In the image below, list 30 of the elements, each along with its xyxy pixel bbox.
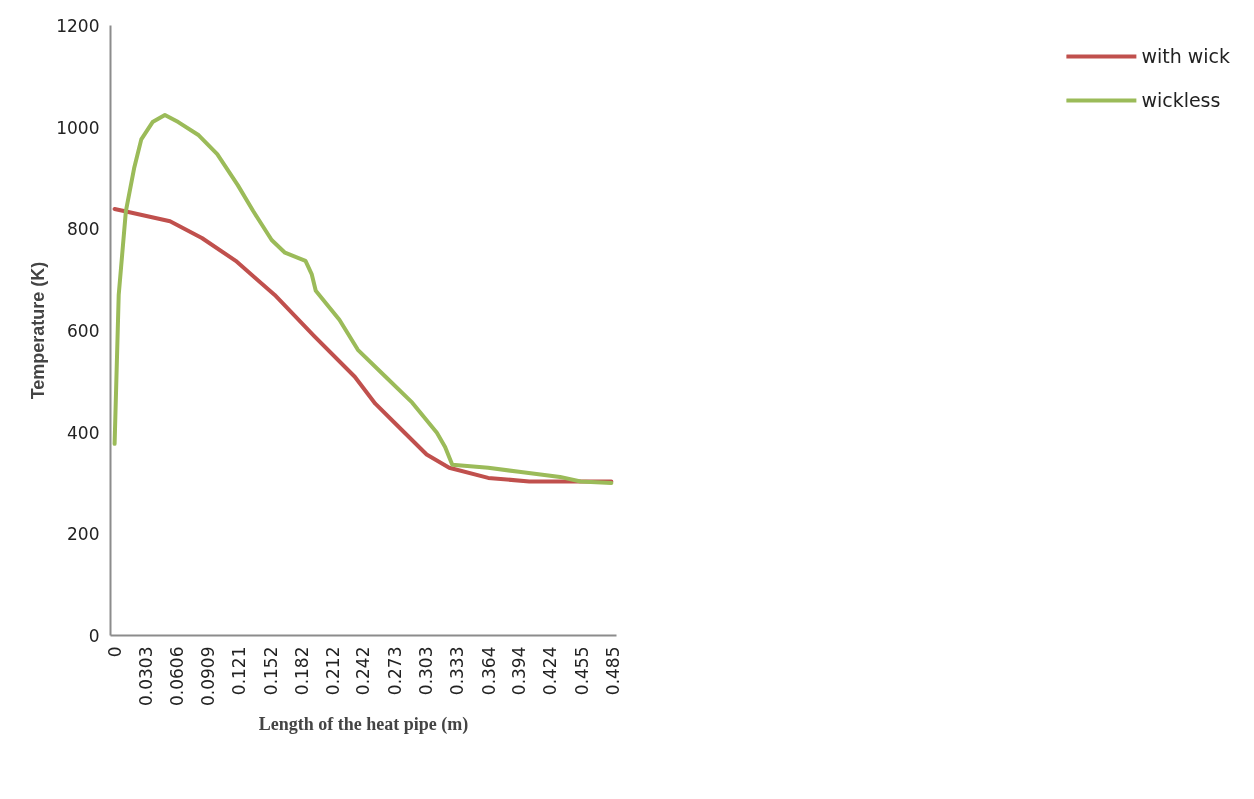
y-tick-label: 400 bbox=[67, 422, 100, 443]
x-tick-label: 0.152 bbox=[261, 646, 282, 696]
x-tick-label: 0.485 bbox=[602, 646, 623, 696]
y-tick-label: 200 bbox=[67, 524, 100, 545]
line-series bbox=[112, 207, 614, 484]
x-tick-label: 0.242 bbox=[353, 646, 374, 696]
x-tick-label: 0.333 bbox=[446, 646, 467, 696]
x-tick-label: 0.121 bbox=[229, 646, 250, 696]
x-tick-label: 0.0303 bbox=[136, 646, 157, 706]
line-series bbox=[112, 112, 614, 485]
x-tick-label: 0 bbox=[105, 646, 126, 658]
y-axis-title: Temperature (K) bbox=[28, 261, 49, 400]
x-tick-label: 0.0909 bbox=[198, 646, 219, 706]
x-tick-label: 0.303 bbox=[416, 646, 437, 696]
y-tick-label: 800 bbox=[67, 219, 100, 240]
x-tick-label: 0.182 bbox=[291, 646, 312, 696]
x-tick-label: 0.424 bbox=[540, 646, 561, 696]
x-tick-label: 0.0606 bbox=[167, 646, 188, 706]
y-tick-label: 600 bbox=[67, 321, 100, 341]
legend-label: with wick bbox=[1141, 45, 1230, 67]
x-tick-label: 0.394 bbox=[509, 646, 530, 696]
x-tick-label: 0.273 bbox=[385, 646, 406, 696]
y-tick-label: 0 bbox=[88, 626, 100, 646]
legend-label: wickless bbox=[1141, 89, 1221, 111]
x-axis-title: Length of the heat pipe (m) bbox=[258, 713, 469, 735]
y-tick-label: 1200 bbox=[56, 16, 100, 36]
x-tick-label: 0.364 bbox=[478, 646, 499, 696]
x-tick-label: 0.212 bbox=[322, 646, 343, 696]
x-tick-label: 0.455 bbox=[572, 646, 593, 696]
y-tick-label: 1000 bbox=[56, 117, 100, 138]
